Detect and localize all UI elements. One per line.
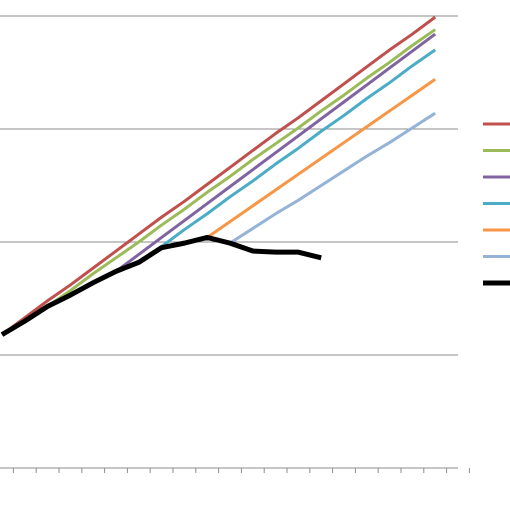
series-line — [46, 28, 437, 308]
series-line — [206, 78, 437, 239]
series-line — [115, 32, 437, 273]
series-line — [1, 15, 437, 336]
series-line — [229, 111, 437, 245]
series-line — [0, 234, 322, 337]
series-line — [137, 48, 437, 264]
